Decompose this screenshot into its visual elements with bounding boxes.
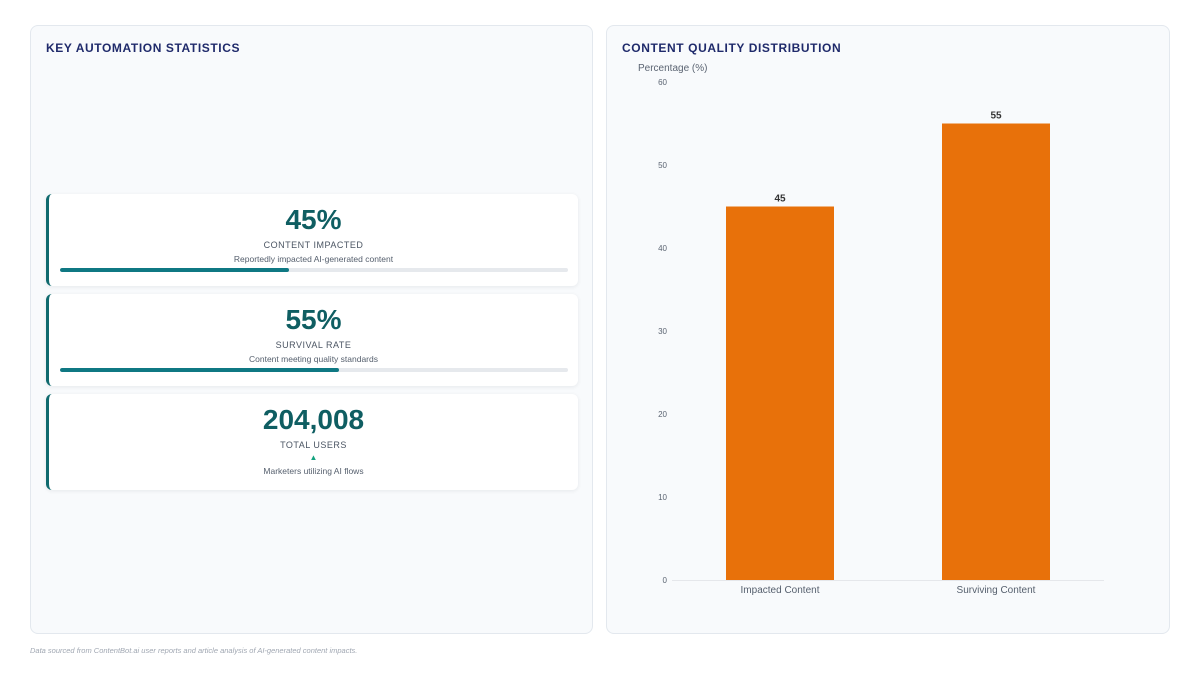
progress-fill (60, 268, 289, 272)
stat-label: TOTAL USERS (280, 440, 347, 450)
stat-label: CONTENT IMPACTED (263, 240, 364, 250)
x-tick-label: Surviving Content (957, 585, 1036, 596)
progress-bar (60, 268, 568, 272)
bar-chart: Percentage (%) 0 10 20 30 40 50 60 45 Impacted Co… (638, 63, 1104, 596)
y-tick-label: 20 (658, 410, 667, 419)
bar (726, 206, 834, 580)
progress-fill (60, 368, 340, 372)
y-tick-label: 50 (658, 161, 667, 170)
y-tick-label: 30 (658, 327, 667, 336)
stat-value: 55% (285, 304, 342, 335)
y-axis-label: Percentage (%) (638, 63, 707, 74)
stat-value: 45% (285, 204, 342, 235)
bar (942, 123, 1050, 580)
stat-card-content-impacted: 45% CONTENT IMPACTED Reportedly impacted… (46, 194, 578, 286)
data-label: 45 (774, 194, 786, 205)
y-tick-label: 0 (663, 576, 668, 585)
stat-label: SURVIVAL RATE (275, 340, 352, 350)
stat-description: Marketers utilizing AI flows (263, 466, 364, 476)
data-label: 55 (990, 111, 1002, 122)
y-tick-label: 40 (658, 244, 667, 253)
y-tick-label: 60 (658, 78, 667, 87)
stat-description: Reportedly impacted AI-generated content (233, 254, 394, 264)
x-tick-label: Impacted Content (741, 585, 820, 596)
key-stats-title: KEY AUTOMATION STATISTICS (46, 41, 241, 55)
y-tick-label: 10 (658, 493, 667, 502)
stat-card-survival-rate: 55% SURVIVAL RATE Content meeting qualit… (46, 294, 578, 386)
trend-up-icon: ▲ (309, 453, 318, 462)
quality-distribution-panel: CONTENT QUALITY DISTRIBUTION Percentage … (606, 25, 1170, 634)
footer-note: Data sourced from ContentBot.ai user rep… (30, 646, 358, 655)
stat-value: 204,008 (262, 404, 365, 435)
chart-title: CONTENT QUALITY DISTRIBUTION (622, 41, 842, 55)
progress-bar (60, 368, 568, 372)
stat-card-total-users: 204,008 TOTAL USERS ▲ Marketers utilizin… (46, 394, 578, 490)
key-stats-panel: KEY AUTOMATION STATISTICS 45% CONTENT IM… (30, 25, 593, 634)
stat-description: Content meeting quality standards (249, 354, 378, 364)
